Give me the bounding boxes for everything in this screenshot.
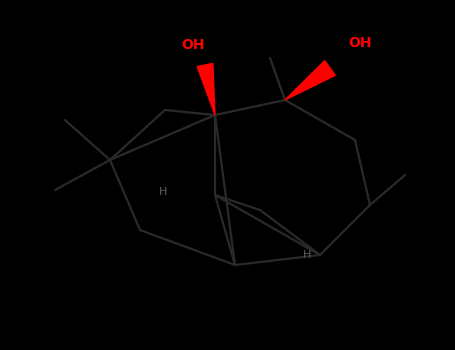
Text: OH: OH (181, 38, 205, 52)
Text: OH: OH (348, 36, 371, 50)
Text: H: H (303, 250, 311, 260)
Polygon shape (197, 63, 215, 115)
Polygon shape (285, 61, 335, 100)
Text: H: H (159, 187, 167, 197)
